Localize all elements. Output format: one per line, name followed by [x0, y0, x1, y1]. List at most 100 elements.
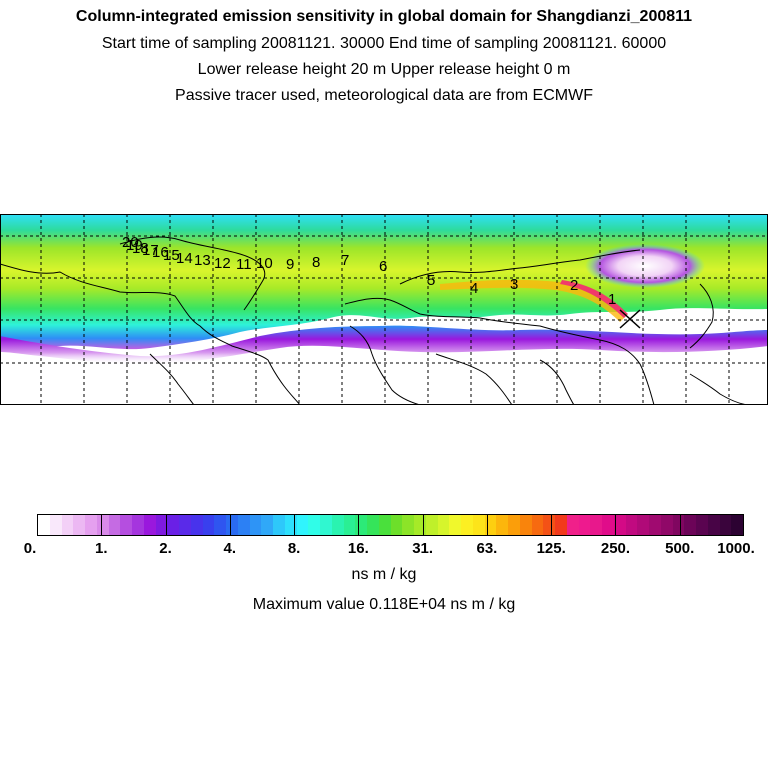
colorbar-tick-label: 63. — [476, 540, 498, 557]
colorbar-segment — [696, 515, 708, 535]
colorbar-segment — [120, 515, 132, 535]
colorbar-segment — [320, 515, 332, 535]
colorbar-segment — [296, 515, 309, 535]
trajectory-label: 12 — [214, 255, 231, 272]
trajectory-label: 2 — [570, 277, 578, 294]
colorbar-tick-label: 31. — [412, 540, 434, 557]
colorbar-segment — [672, 515, 685, 535]
colorbar-segment — [249, 515, 262, 535]
trajectory-label: 6 — [379, 258, 387, 275]
colorbar-tick-label: 1000. — [717, 540, 755, 557]
colorbar-segment — [461, 515, 473, 535]
colorbar-segment — [649, 515, 661, 535]
trajectory-label: 13 — [194, 252, 211, 269]
colorbar-segment — [367, 515, 379, 535]
trajectory-label: 3 — [510, 276, 518, 293]
trajectory-label: 10 — [256, 255, 273, 272]
colorbar-tick-label: 125. — [536, 540, 566, 557]
colorbar-segment — [143, 515, 156, 535]
colorbar-tick — [294, 514, 296, 536]
trajectory-labels: 1 2 3 4 5 6 7 8 9 10 11 12 13 14 15 16 1… — [122, 234, 616, 308]
colorbar-tick — [165, 514, 167, 536]
colorbar-tick-label: 1. — [95, 540, 108, 557]
colorbar-segment — [237, 515, 250, 535]
colorbar-segment — [390, 515, 403, 535]
colorbar-segment — [590, 515, 602, 535]
colorbar-tick — [101, 514, 103, 536]
lat-lon-grid — [0, 214, 768, 405]
colorbar-segment — [155, 515, 168, 535]
trajectory-label: 15 — [163, 247, 180, 264]
colorbar-segment — [61, 515, 74, 535]
trajectory-label: 14 — [176, 250, 193, 267]
colorbar-segment — [96, 515, 109, 535]
receptor-marker — [619, 309, 641, 329]
colorbar-segment — [519, 515, 532, 535]
colorbar-segment — [637, 515, 649, 535]
colorbar-tick-label: 8. — [287, 540, 301, 557]
colorbar-tick — [551, 514, 553, 536]
colorbar-segment — [613, 515, 626, 535]
trajectory-label: 11 — [236, 256, 252, 273]
colorbar-tick — [229, 514, 231, 536]
colorbar-segment — [308, 515, 320, 535]
tracer-note-line: Passive tracer used, meteorological data… — [175, 87, 593, 104]
trajectory-label: 9 — [286, 256, 294, 273]
trajectory-label: 19 — [126, 237, 143, 254]
colorbar-segment — [472, 515, 485, 535]
trajectory-label: 1 — [608, 291, 616, 308]
colorbar-segment — [555, 515, 567, 535]
colorbar-segment — [343, 515, 356, 535]
colorbar-tick — [358, 514, 360, 536]
map-svg: 1 2 3 4 5 6 7 8 9 10 11 12 13 14 15 16 1… — [0, 214, 768, 405]
colorbar-segment — [660, 515, 673, 535]
colorbar — [37, 514, 744, 538]
colorbar-segment — [414, 515, 426, 535]
colorbar-segment — [496, 515, 508, 535]
colorbar-tick-label: 4. — [223, 540, 237, 557]
colorbar-segment — [543, 515, 555, 535]
colorbar-segment — [38, 515, 50, 535]
colorbar-segment — [284, 515, 297, 535]
colorbar-segment — [49, 515, 62, 535]
trajectory-label: 7 — [341, 252, 349, 269]
low-sensitivity-region-east — [585, 244, 705, 288]
peak-sensitivity-band — [560, 280, 628, 318]
colorbar-segment — [531, 515, 544, 535]
colorbar-segment — [484, 515, 497, 535]
colorbar-segment — [707, 515, 720, 535]
high-sensitivity-plume — [440, 279, 626, 322]
colorbar-segment — [449, 515, 461, 535]
colorbar-segment — [167, 515, 179, 535]
trajectory-label: 4 — [470, 280, 478, 297]
coastlines — [0, 236, 749, 405]
colorbar-segment — [179, 515, 191, 535]
colorbar-tick-label: 500. — [665, 540, 695, 557]
colorbar-segment — [108, 515, 121, 535]
colorbar-tick — [486, 514, 488, 536]
colorbar-tick-label: 16. — [347, 540, 369, 557]
colorbar-segment — [202, 515, 215, 535]
colorbar-strip — [37, 514, 744, 536]
colorbar-segment — [355, 515, 367, 535]
trajectory-label: 18 — [132, 240, 149, 257]
colorbar-segment — [226, 515, 238, 535]
colorbar-segment — [684, 515, 696, 535]
trajectory-label: 5 — [427, 272, 435, 289]
trajectory-label: 8 — [312, 254, 320, 271]
colorbar-tick-label: 250. — [600, 540, 631, 557]
colorbar-segment — [402, 515, 414, 535]
colorbar-tick — [615, 514, 617, 536]
colorbar-segment — [273, 515, 285, 535]
colorbar-segment — [331, 515, 344, 535]
colorbar-segment — [566, 515, 579, 535]
colorbar-tick-label: 2. — [159, 540, 172, 557]
colorbar-segment — [378, 515, 391, 535]
trajectory-label: 16 — [152, 244, 169, 261]
colorbar-segment — [437, 515, 450, 535]
maximum-value-label: Maximum value 0.118E+04 ns m / kg — [252, 596, 516, 613]
release-height-line: Lower release height 20 m Upper release … — [197, 61, 571, 78]
emission-sensitivity-map: 1 2 3 4 5 6 7 8 9 10 11 12 13 14 15 16 1… — [0, 214, 768, 405]
colorbar-segment — [731, 515, 743, 535]
sampling-time-line: Start time of sampling 20081121. 30000 E… — [101, 35, 667, 52]
